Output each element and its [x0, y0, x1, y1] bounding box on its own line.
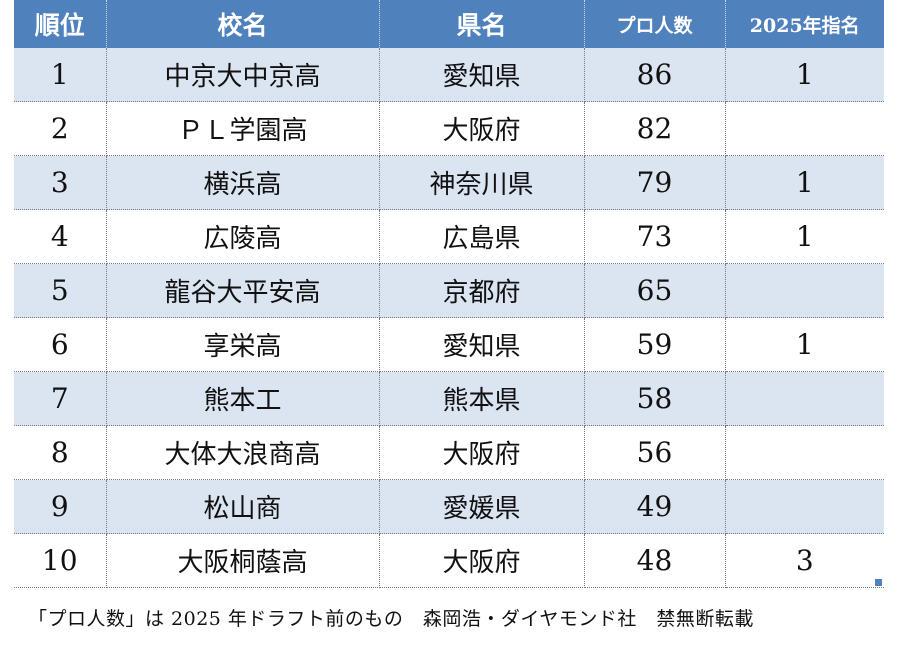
cell-school: 大体大浪商高: [106, 425, 380, 480]
cell-school: 享栄高: [106, 317, 380, 372]
cell-prefecture: 愛知県: [379, 317, 585, 372]
cell-prefecture: 愛媛県: [379, 479, 585, 534]
table-row: 7 熊本工 熊本県 58: [14, 371, 884, 426]
cell-school: 横浜高: [106, 155, 380, 210]
table-row: 3 横浜高 神奈川県 79 1: [14, 155, 884, 210]
cell-school: 龍谷大平安高: [106, 263, 380, 318]
cell-drafted-2025: [725, 263, 884, 318]
cell-pros: 79: [584, 155, 726, 210]
cell-drafted-2025: [725, 371, 884, 426]
cell-pros: 48: [584, 533, 726, 588]
cell-school: ＰＬ学園高: [106, 101, 380, 156]
cell-school: 松山商: [106, 479, 380, 534]
cell-rank: 1: [14, 48, 107, 102]
table-row: 1 中京大中京高 愛知県 86 1: [14, 48, 884, 102]
cell-drafted-2025: 1: [725, 317, 884, 372]
cell-prefecture: 広島県: [379, 209, 585, 264]
cell-pros: 73: [584, 209, 726, 264]
header-row: 順位 校名 県名 プロ人数 2025年指名: [14, 0, 884, 48]
cell-prefecture: 大阪府: [379, 425, 585, 480]
cell-rank: 8: [14, 425, 107, 480]
ranking-table: 順位 校名 県名 プロ人数 2025年指名 1 中京大中京高 愛知県 86 1 2 ＰＬ学園…: [14, 0, 884, 588]
table-row: 6 享栄高 愛知県 59 1: [14, 317, 884, 372]
header-pros: プロ人数: [584, 0, 726, 48]
cell-pros: 82: [584, 101, 726, 156]
cell-pros: 86: [584, 48, 726, 102]
cell-pros: 58: [584, 371, 726, 426]
table-row: 8 大体大浪商高 大阪府 56: [14, 425, 884, 480]
cell-school: 中京大中京高: [106, 48, 380, 102]
cell-rank: 10: [14, 533, 107, 588]
cell-prefecture: 大阪府: [379, 101, 585, 156]
cell-drafted-2025: [725, 425, 884, 480]
table-resize-handle[interactable]: [875, 579, 882, 586]
cell-drafted-2025: 1: [725, 48, 884, 102]
header-drafted-2025: 2025年指名: [725, 0, 884, 48]
cell-rank: 4: [14, 209, 107, 264]
table-row: 4 広陵高 広島県 73 1: [14, 209, 884, 264]
cell-rank: 9: [14, 479, 107, 534]
table-row: 9 松山商 愛媛県 49: [14, 479, 884, 534]
header-prefecture: 県名: [379, 0, 585, 48]
cell-prefecture: 愛知県: [379, 48, 585, 102]
header-school: 校名: [106, 0, 380, 48]
table-row: 2 ＰＬ学園高 大阪府 82: [14, 101, 884, 156]
cell-pros: 65: [584, 263, 726, 318]
cell-drafted-2025: 3: [725, 533, 884, 588]
footer-note: 「プロ人数」は 2025 年ドラフト前のもの 森岡浩・ダイヤモンド社 禁無断転載: [28, 608, 754, 630]
cell-pros: 59: [584, 317, 726, 372]
cell-rank: 7: [14, 371, 107, 426]
cell-rank: 3: [14, 155, 107, 210]
cell-prefecture: 京都府: [379, 263, 585, 318]
ranking-table-container: 順位 校名 県名 プロ人数 2025年指名 1 中京大中京高 愛知県 86 1 2 ＰＬ学園…: [14, 0, 884, 588]
cell-rank: 6: [14, 317, 107, 372]
cell-school: 大阪桐蔭高: [106, 533, 380, 588]
cell-prefecture: 大阪府: [379, 533, 585, 588]
cell-school: 広陵高: [106, 209, 380, 264]
cell-prefecture: 神奈川県: [379, 155, 585, 210]
cell-drafted-2025: 1: [725, 209, 884, 264]
cell-prefecture: 熊本県: [379, 371, 585, 426]
cell-pros: 49: [584, 479, 726, 534]
header-rank: 順位: [14, 0, 107, 48]
table-body: 1 中京大中京高 愛知県 86 1 2 ＰＬ学園高 大阪府 82 3 横浜高 神奈川県 79 1 4 広陵高広…: [14, 48, 884, 588]
cell-drafted-2025: 1: [725, 155, 884, 210]
table-row: 10 大阪桐蔭高 大阪府 48 3: [14, 533, 884, 588]
table-row: 5 龍谷大平安高 京都府 65: [14, 263, 884, 318]
cell-drafted-2025: [725, 479, 884, 534]
cell-school: 熊本工: [106, 371, 380, 426]
cell-drafted-2025: [725, 101, 884, 156]
cell-rank: 2: [14, 101, 107, 156]
cell-pros: 56: [584, 425, 726, 480]
cell-rank: 5: [14, 263, 107, 318]
